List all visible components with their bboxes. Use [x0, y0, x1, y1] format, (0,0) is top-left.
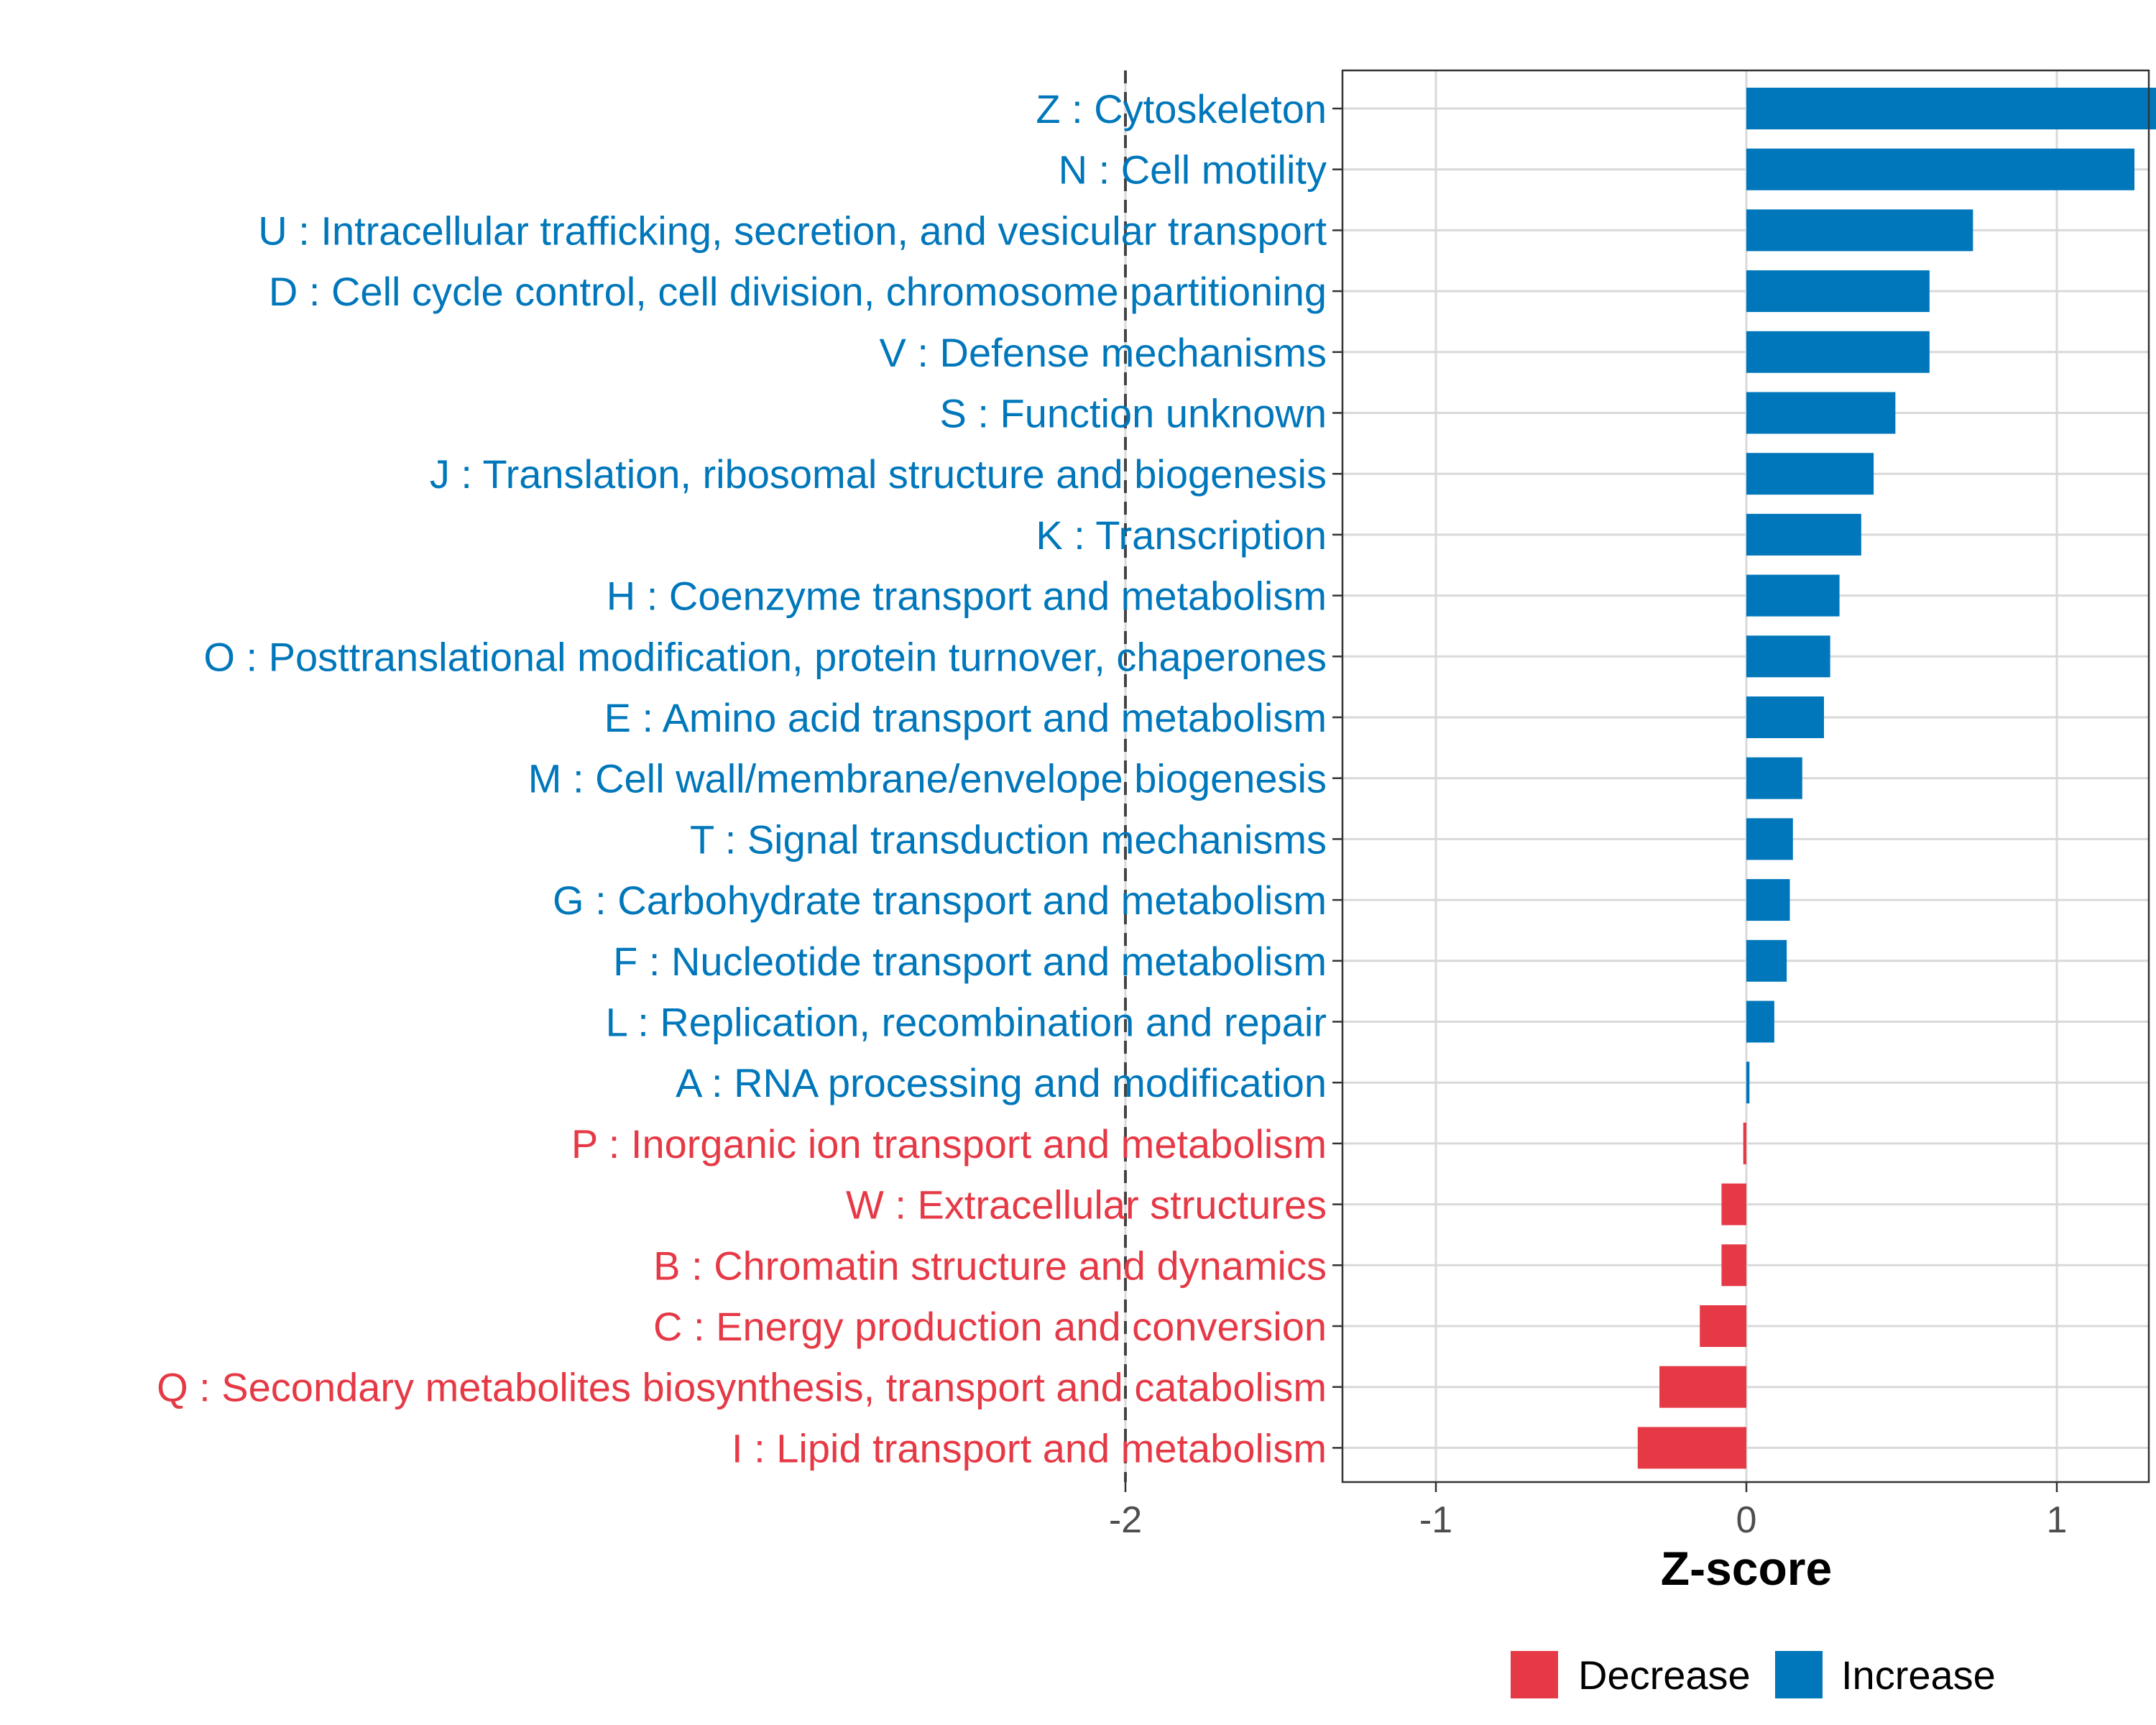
bar [1659, 1366, 1746, 1408]
x-tick-label: 0 [1736, 1499, 1757, 1541]
category-label: L : Replication, recombination and repai… [606, 1000, 1327, 1045]
category-label: P : Inorganic ion transport and metaboli… [571, 1121, 1327, 1167]
x-tick-label: 1 [2047, 1499, 2068, 1541]
category-label: E : Amino acid transport and metabolism [604, 695, 1327, 740]
category-label: F : Nucleotide transport and metabolism [613, 939, 1327, 984]
bar [1637, 1427, 1746, 1469]
legend: Decrease Increase [1511, 1651, 1996, 1698]
bar [1746, 818, 1793, 860]
category-label: H : Coenzyme transport and metabolism [607, 574, 1327, 619]
x-tick-label: -1 [1419, 1499, 1452, 1541]
category-label: A : RNA processing and modification [676, 1060, 1327, 1105]
x-tick-label: -2 [1109, 1499, 1142, 1541]
category-label: N : Cell motility [1059, 147, 1327, 193]
bar [1746, 331, 1930, 373]
category-label: D : Cell cycle control, cell division, c… [269, 269, 1327, 314]
bar [1721, 1183, 1746, 1225]
bar [1743, 1122, 1746, 1164]
bar [1746, 1000, 1774, 1043]
bar [1746, 635, 1830, 678]
bar [1746, 696, 1824, 738]
bar [1746, 88, 2156, 129]
bar [1746, 574, 1840, 617]
bar [1746, 1062, 1750, 1104]
category-label: K : Transcription [1036, 512, 1327, 558]
bar [1746, 939, 1787, 982]
bar [1721, 1244, 1746, 1287]
category-label: U : Intracellular trafficking, secretion… [258, 208, 1327, 253]
bar [1746, 757, 1802, 799]
bar [1746, 270, 1930, 313]
category-label: T : Signal transduction mechanisms [690, 816, 1327, 862]
category-label: W : Extracellular structures [846, 1182, 1327, 1228]
legend-swatch-decrease [1511, 1651, 1558, 1698]
bar [1746, 148, 2134, 190]
category-label: Z : Cytoskeleton [1036, 86, 1327, 132]
category-label: B : Chromatin structure and dynamics [653, 1243, 1327, 1288]
category-label: G : Carbohydrate transport and metabolis… [553, 878, 1327, 923]
bar [1746, 392, 1896, 434]
legend-label-increase: Increase [1841, 1652, 1996, 1698]
bar [1746, 453, 1874, 495]
legend-swatch-increase [1775, 1651, 1823, 1698]
x-axis-title: Z-score [1661, 1542, 1832, 1595]
category-label: I : Lipid transport and metabolism [732, 1425, 1327, 1471]
legend-label-decrease: Decrease [1578, 1652, 1751, 1698]
category-label: M : Cell wall/membrane/envelope biogenes… [528, 756, 1327, 801]
bar [1746, 879, 1790, 921]
category-label: O : Posttranslational modification, prot… [203, 634, 1327, 679]
category-label: Q : Secondary metabolites biosynthesis, … [157, 1365, 1327, 1410]
x-ticks: -2-1012 [1109, 1482, 2068, 1541]
category-labels: Z : Cytoskeleton N : Cell motility U : Int… [157, 86, 1342, 1471]
category-label: V : Defense mechanisms [880, 330, 1327, 375]
bar [1700, 1305, 1746, 1347]
bar [1746, 209, 1973, 252]
category-label: J : Translation, ribosomal structure and… [430, 451, 1327, 497]
bars [1637, 88, 2156, 1469]
category-label: S : Function unknown [939, 391, 1327, 436]
bar [1746, 513, 1861, 556]
category-label: C : Energy production and conversion [653, 1304, 1327, 1349]
reference-lines [1124, 70, 1127, 1482]
